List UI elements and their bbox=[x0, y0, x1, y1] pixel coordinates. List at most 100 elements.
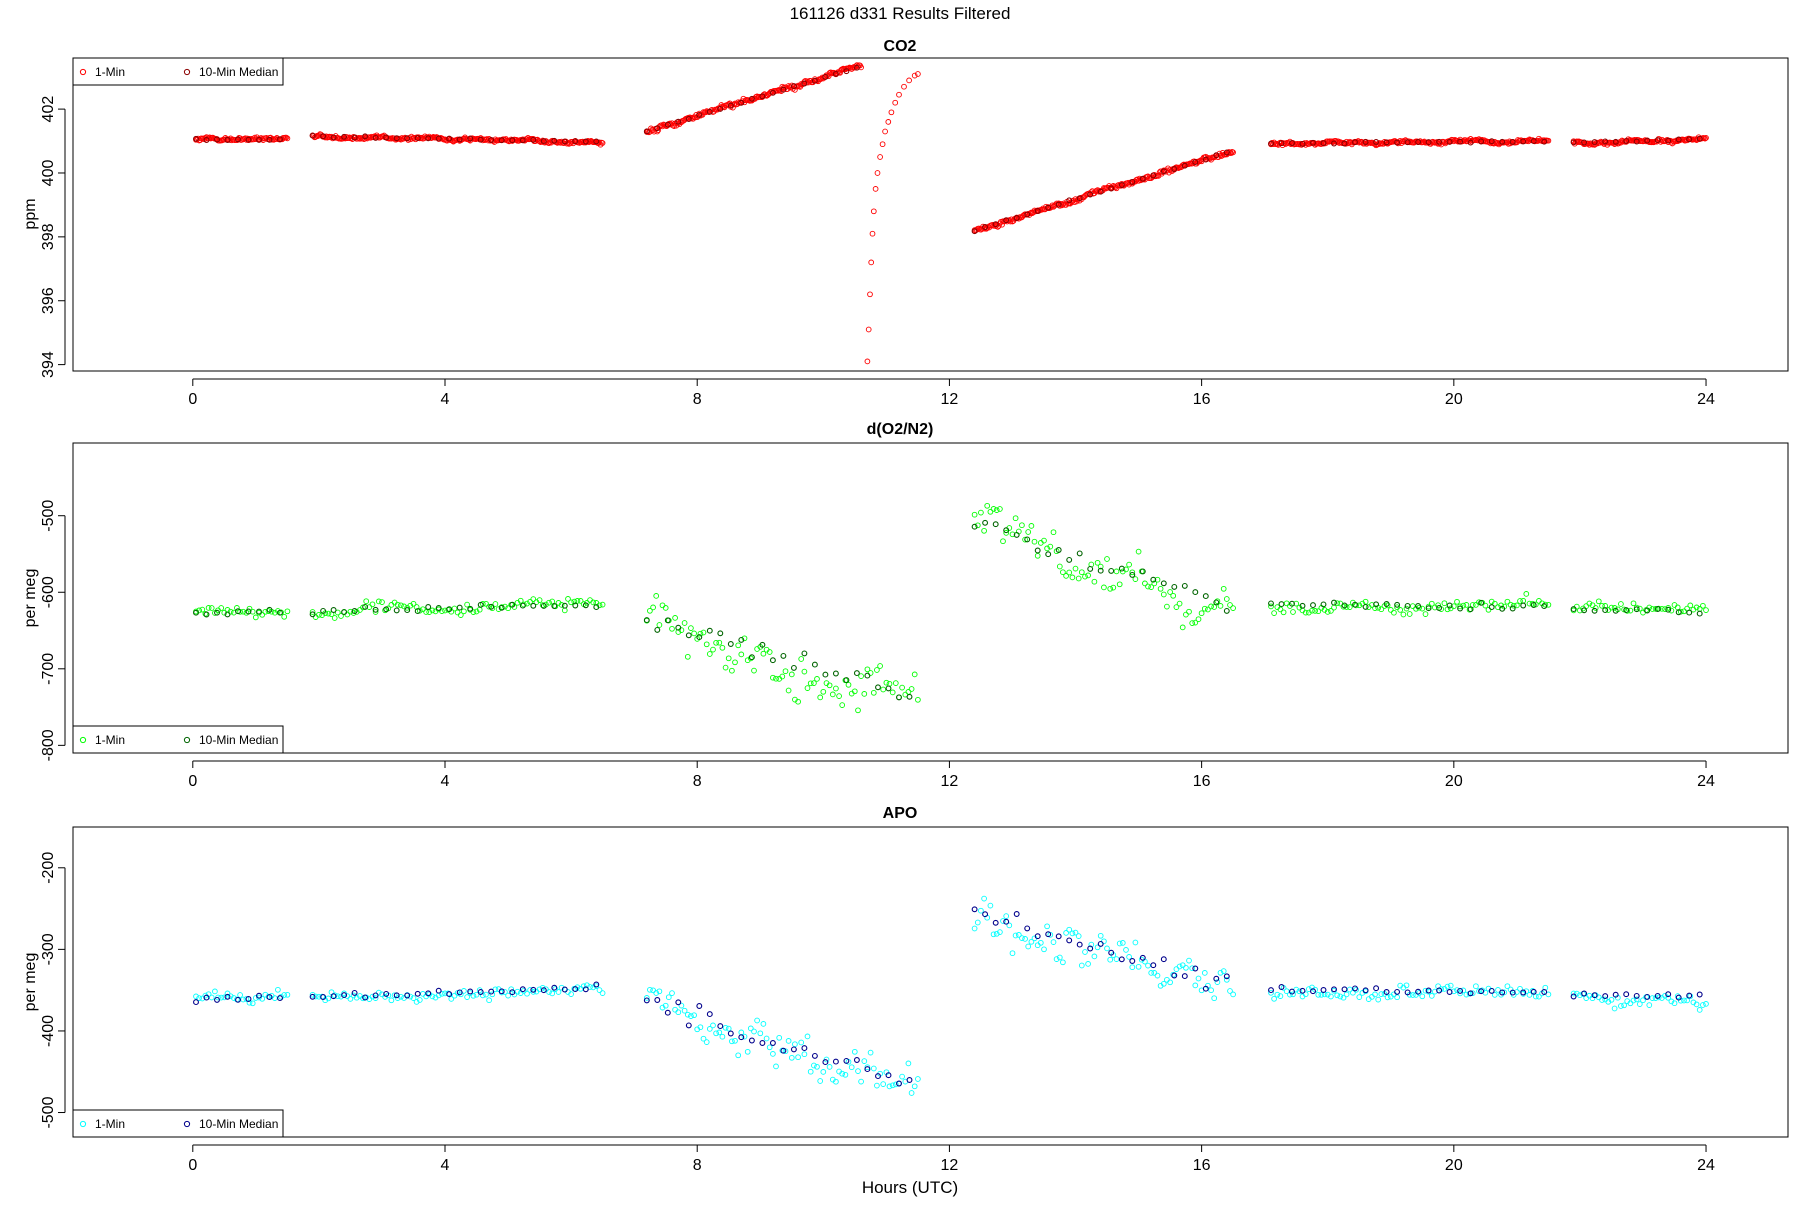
x-tick-label-co2-0: 0 bbox=[188, 391, 197, 408]
point-1min-o2n2-120 bbox=[565, 596, 571, 602]
point-1min-apo-517 bbox=[1633, 996, 1640, 1003]
point-1min-apo-324 bbox=[1132, 939, 1139, 946]
point-1min-o2n2-275 bbox=[978, 509, 984, 516]
point-1min-apo-223 bbox=[842, 1071, 849, 1078]
point-1min-o2n2-502 bbox=[1586, 600, 1593, 607]
point-1min-apo-282 bbox=[1000, 918, 1006, 924]
point-1min-apo-396 bbox=[1315, 991, 1322, 998]
point-median-apo-258 bbox=[759, 1040, 766, 1046]
point-1min-apo-452 bbox=[1491, 992, 1498, 998]
point-median-o2n2-153 bbox=[530, 602, 537, 609]
point-1min-apo-194 bbox=[751, 1028, 757, 1035]
point-median-apo-264 bbox=[822, 1059, 829, 1066]
point-1min-o2n2-278 bbox=[987, 508, 994, 515]
point-1min-apo-96 bbox=[489, 991, 496, 998]
point-1min-o2n2-276 bbox=[981, 527, 987, 534]
point-median-o2n2-494 bbox=[1520, 602, 1527, 609]
point-median-o2n2-270 bbox=[885, 685, 892, 692]
point-1min-o2n2-347 bbox=[1205, 606, 1211, 613]
point-1min-o2n2-312 bbox=[1094, 559, 1101, 566]
point-1min-apo-522 bbox=[1649, 995, 1656, 1001]
point-recovery-co2-3 bbox=[868, 259, 875, 266]
point-1min-apo-278 bbox=[987, 902, 994, 909]
point-1min-apo-114 bbox=[546, 989, 552, 995]
point-median-o2n2-551 bbox=[1686, 609, 1693, 616]
point-1min-o2n2-289 bbox=[1022, 536, 1028, 543]
point-1min-o2n2-199 bbox=[766, 649, 773, 655]
point-1min-o2n2-21 bbox=[259, 611, 266, 618]
point-1min-o2n2-168 bbox=[669, 625, 675, 632]
point-median-apo-475 bbox=[1320, 987, 1327, 993]
point-median-o2n2-490 bbox=[1478, 599, 1485, 606]
point-1min-apo-48 bbox=[338, 993, 344, 1000]
point-1min-o2n2-205 bbox=[785, 687, 792, 694]
point-1min-o2n2-204 bbox=[782, 668, 789, 675]
point-1min-o2n2-394 bbox=[1309, 607, 1315, 614]
point-median-o2n2-486 bbox=[1436, 605, 1443, 611]
point-1min-apo-337 bbox=[1173, 966, 1180, 972]
point-1min-apo-80 bbox=[439, 990, 445, 997]
point-1min-o2n2-442 bbox=[1460, 602, 1467, 609]
point-median-co2-376 bbox=[330, 134, 337, 141]
point-1min-co2-1029 bbox=[1403, 138, 1410, 144]
point-median-o2n2-252 bbox=[696, 634, 703, 641]
point-1min-o2n2-119 bbox=[561, 607, 568, 614]
point-median-apo-485 bbox=[1425, 987, 1432, 994]
point-median-o2n2-481 bbox=[1383, 601, 1390, 607]
point-1min-apo-408 bbox=[1353, 986, 1359, 993]
point-1min-apo-26 bbox=[275, 986, 281, 993]
point-1min-o2n2-307 bbox=[1078, 569, 1085, 576]
plot-frame-co2 bbox=[72, 57, 1789, 372]
point-median-o2n2-148 bbox=[477, 601, 484, 608]
point-median-co2-619 bbox=[769, 89, 776, 96]
point-1min-o2n2-355 bbox=[1230, 605, 1236, 611]
point-1min-apo-183 bbox=[716, 1029, 723, 1036]
point-median-o2n2-262 bbox=[801, 650, 808, 657]
point-1min-o2n2-388 bbox=[1290, 609, 1296, 615]
point-median-o2n2-367 bbox=[1087, 565, 1094, 572]
point-1min-o2n2-273 bbox=[971, 511, 978, 518]
point-1min-o2n2-29 bbox=[284, 608, 291, 615]
point-1min-apo-346 bbox=[1201, 970, 1208, 976]
point-1min-apo-426 bbox=[1409, 992, 1416, 998]
point-recovery-co2-10 bbox=[882, 128, 888, 135]
point-1min-o2n2-221 bbox=[836, 693, 842, 699]
point-1min-apo-50 bbox=[344, 993, 351, 999]
point-1min-o2n2-332 bbox=[1157, 585, 1164, 592]
point-1min-apo-44 bbox=[325, 995, 332, 1002]
point-median-o2n2-136 bbox=[351, 608, 358, 614]
point-1min-o2n2-460 bbox=[1517, 598, 1523, 604]
point-1min-apo-73 bbox=[416, 997, 423, 1003]
point-median-co2-607 bbox=[643, 128, 650, 135]
point-median-apo-30 bbox=[193, 999, 199, 1006]
point-1min-o2n2-432 bbox=[1428, 600, 1435, 607]
point-median-co2-883 bbox=[1055, 201, 1062, 208]
panel-title-o2n2: d(O2/N2) bbox=[867, 421, 934, 438]
point-median-apo-152 bbox=[519, 986, 526, 993]
point-median-apo-360 bbox=[1013, 911, 1020, 917]
point-1min-o2n2-462 bbox=[1523, 591, 1530, 597]
legend-label-1min-co2: 1-Min bbox=[95, 65, 125, 79]
point-1min-apo-215 bbox=[817, 1078, 824, 1084]
point-1min-co2-51 bbox=[246, 136, 253, 142]
point-1min-co2-142 bbox=[357, 135, 363, 142]
point-median-co2-392 bbox=[498, 137, 505, 144]
point-median-co2-608 bbox=[654, 125, 661, 132]
point-median-co2-375 bbox=[320, 133, 327, 140]
point-1min-o2n2-345 bbox=[1198, 610, 1205, 617]
point-median-o2n2-487 bbox=[1446, 602, 1453, 609]
point-1min-o2n2-88 bbox=[464, 601, 470, 608]
point-median-apo-473 bbox=[1299, 987, 1306, 994]
legend-marker-1min-co2 bbox=[79, 68, 87, 76]
point-1min-apo-94 bbox=[483, 991, 489, 998]
point-median-o2n2-157 bbox=[572, 602, 579, 609]
point-1min-apo-212 bbox=[807, 1068, 814, 1075]
point-1min-o2n2-200 bbox=[770, 674, 776, 681]
point-median-o2n2-264 bbox=[822, 671, 829, 678]
point-median-apo-376 bbox=[1181, 973, 1188, 980]
point-1min-apo-20 bbox=[256, 994, 262, 1001]
point-1min-apo-301 bbox=[1060, 959, 1066, 966]
point-1min-o2n2-241 bbox=[899, 684, 905, 691]
point-median-co2-389 bbox=[467, 135, 474, 142]
point-1min-o2n2-532 bbox=[1681, 608, 1687, 615]
